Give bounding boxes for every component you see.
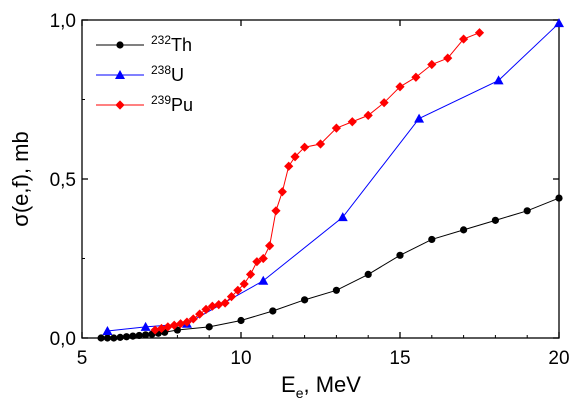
data-point: [226, 292, 237, 302]
x-axis-title: Ee, MeV: [281, 372, 361, 401]
data-point: [175, 319, 186, 329]
data-point: [116, 333, 124, 341]
legend-label: 232Th: [151, 33, 192, 55]
data-point: [110, 334, 118, 342]
series-u: [102, 18, 564, 336]
legend: 232Th 238U 239Pu: [96, 33, 193, 115]
data-point: [460, 226, 468, 234]
data-point: [103, 334, 112, 342]
data-point: [428, 235, 436, 244]
data-point: [493, 75, 504, 85]
data-point: [122, 333, 131, 341]
data-point: [220, 298, 230, 308]
data-point: [182, 317, 192, 327]
data-point: [205, 323, 213, 331]
data-point: [347, 117, 357, 127]
data-point: [265, 241, 275, 251]
data-point: [301, 296, 309, 304]
data-point: [411, 72, 421, 82]
series-pu: [150, 28, 485, 335]
data-point: [414, 113, 425, 123]
series-line-u: [107, 22, 560, 332]
data-point: [290, 152, 300, 162]
series-line-th: [101, 197, 560, 339]
data-point: [554, 18, 564, 28]
data-point: [284, 161, 294, 171]
data-point: [337, 212, 348, 222]
data-point: [135, 331, 143, 340]
data-point: [163, 322, 173, 332]
data-point: [379, 98, 389, 108]
data-point: [239, 279, 249, 289]
legend-marker: [116, 41, 124, 49]
data-point: [169, 320, 179, 330]
series-layer: [97, 18, 564, 342]
data-point: [252, 257, 262, 267]
legend-item-th: 232Th: [96, 33, 192, 55]
data-point: [364, 270, 372, 278]
data-point: [97, 334, 105, 342]
series-th: [97, 194, 563, 342]
data-point: [258, 253, 268, 264]
data-point: [129, 332, 137, 340]
y-axis-title: σ(e,f), mb: [8, 131, 33, 226]
data-point: [555, 194, 563, 202]
data-point: [237, 316, 245, 325]
legend-label: 238U: [151, 63, 184, 85]
data-point: [459, 34, 469, 44]
legend-label: 239Pu: [151, 93, 193, 115]
data-point: [201, 304, 211, 314]
data-point: [491, 216, 499, 224]
data-point: [395, 82, 405, 92]
axis-ticks: 5 10 15 20 0,0 0,5 1,0: [50, 11, 570, 369]
data-point: [245, 269, 256, 279]
data-point: [271, 206, 281, 216]
data-point: [195, 309, 205, 319]
data-point: [269, 307, 277, 315]
data-point: [214, 300, 224, 310]
legend-item-u: 238U: [96, 63, 184, 85]
x-tick-label: 5: [77, 348, 88, 369]
y-tick-label: 1,0: [50, 11, 76, 32]
data-point: [523, 207, 531, 215]
data-point: [427, 59, 437, 70]
x-tick-label: 20: [548, 348, 569, 369]
legend-item-pu: 239Pu: [96, 93, 193, 115]
data-point: [207, 301, 217, 311]
data-point: [315, 139, 326, 149]
x-tick-label: 10: [230, 348, 251, 369]
y-tick-label: 0,0: [50, 329, 76, 350]
legend-marker: [115, 70, 125, 79]
data-point: [142, 331, 150, 339]
data-point: [140, 321, 151, 331]
data-point: [258, 275, 269, 285]
data-point: [188, 314, 198, 324]
x-tick-label: 15: [389, 348, 410, 369]
data-point: [474, 28, 485, 38]
data-point: [331, 123, 341, 133]
y-tick-label: 0,5: [50, 170, 76, 191]
data-point: [300, 142, 310, 152]
data-point: [156, 323, 167, 334]
data-point: [150, 325, 160, 335]
data-point: [443, 53, 453, 63]
legend-marker: [115, 100, 125, 110]
series-line-pu: [155, 32, 480, 331]
data-point: [233, 285, 243, 295]
data-point: [102, 326, 113, 336]
data-point: [332, 286, 340, 294]
data-point: [277, 187, 287, 197]
data-point: [396, 251, 404, 259]
data-point: [363, 110, 373, 120]
